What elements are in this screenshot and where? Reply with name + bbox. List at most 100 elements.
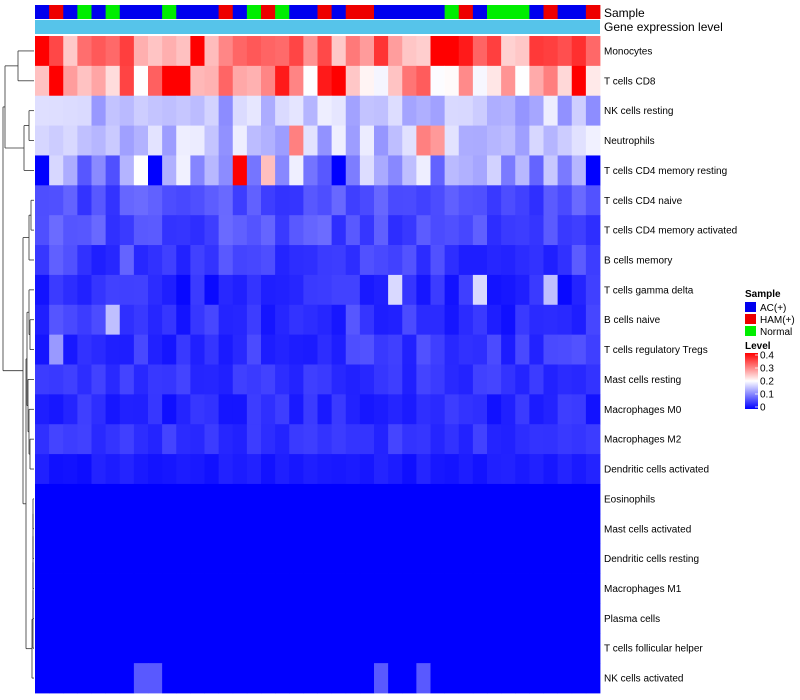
row-label: NK cells activated: [604, 674, 683, 685]
heatmap-cell: [444, 155, 460, 186]
heatmap-cell: [49, 573, 64, 604]
heatmap-cell: [317, 334, 333, 365]
heatmap-cell: [331, 633, 347, 664]
heatmap-cell: [289, 95, 304, 126]
heatmap-cell: [430, 454, 446, 485]
heatmap-cell: [557, 394, 573, 425]
sample-annotation-cell: [557, 5, 573, 19]
heatmap-cell: [515, 633, 530, 664]
heatmap-cell: [585, 185, 601, 216]
heatmap-cell: [176, 245, 191, 276]
heatmap-cell: [246, 394, 262, 425]
heatmap-cell: [133, 454, 149, 485]
heatmap-cell: [571, 364, 587, 395]
heatmap-cell: [430, 95, 446, 126]
heatmap-cell: [261, 663, 276, 694]
heatmap-cell: [49, 304, 64, 336]
sample-annotation-cell: [444, 5, 460, 19]
heatmap-cell: [91, 633, 107, 664]
heatmap-cell: [388, 454, 403, 485]
heatmap-cell: [557, 95, 573, 126]
row-label: NK cells resting: [604, 106, 673, 117]
heatmap-cell: [246, 304, 262, 336]
sample-annotation-cell: [246, 5, 262, 19]
heatmap-cell: [91, 304, 107, 336]
heatmap-cell: [63, 125, 78, 156]
heatmap-cell: [275, 603, 290, 634]
heatmap-cell: [374, 513, 389, 545]
heatmap-cell: [359, 95, 375, 126]
heatmap-cell: [472, 185, 488, 216]
heatmap-cell: [557, 633, 573, 664]
sample-annotation-cell: [331, 5, 347, 19]
heatmap-cell: [402, 65, 417, 97]
heatmap-cell: [232, 334, 248, 365]
heatmap-cell: [345, 603, 361, 634]
heatmap-cell: [501, 95, 516, 126]
heatmap-cell: [275, 304, 290, 336]
sample-annotation-cell: [35, 5, 50, 19]
heatmap-cell: [246, 36, 262, 67]
heatmap-cell: [444, 36, 460, 67]
heatmap-cell: [218, 65, 234, 97]
heatmap-cell: [515, 454, 530, 485]
heatmap-cell: [543, 454, 559, 485]
heatmap-cell: [63, 274, 78, 306]
heatmap-cell: [458, 603, 474, 634]
heatmap-cell: [472, 663, 488, 694]
heatmap-cell: [35, 424, 50, 455]
heatmap-cell: [501, 394, 516, 425]
heatmap-cell: [416, 394, 431, 425]
heatmap-cell: [49, 633, 64, 664]
heatmap-cell: [402, 663, 417, 694]
heatmap-cell: [487, 36, 502, 67]
heatmap-cell: [148, 274, 163, 306]
heatmap-cell: [345, 573, 361, 604]
heatmap-cell: [458, 185, 474, 216]
heatmap-cell: [246, 663, 262, 694]
heatmap-cell: [501, 633, 516, 664]
heatmap-cell: [176, 633, 191, 664]
heatmap-cell: [458, 36, 474, 67]
heatmap-cell: [515, 95, 530, 126]
heatmap-cell: [105, 185, 121, 216]
heatmap-cell: [345, 95, 361, 126]
heatmap-cell: [176, 155, 191, 186]
sample-annotation-cell: [190, 5, 205, 19]
heatmap-cell: [275, 125, 290, 156]
heatmap-cell: [204, 334, 220, 365]
heatmap-cell: [543, 364, 559, 395]
heatmap-cell: [35, 364, 50, 395]
heatmap-cell: [246, 155, 262, 186]
heatmap-cell: [303, 633, 318, 664]
sample-annotation-cell: [430, 5, 446, 19]
sample-annotation-cell: [162, 5, 177, 19]
heatmap-cell: [49, 663, 64, 694]
heatmap-cell: [416, 245, 431, 276]
heatmap-cell: [105, 513, 121, 545]
heatmap-cell: [458, 394, 474, 425]
heatmap-cell: [515, 185, 530, 216]
heatmap-cell: [261, 215, 276, 246]
heatmap-cell: [246, 215, 262, 246]
heatmap-cell: [133, 125, 149, 156]
heatmap-cell: [218, 215, 234, 246]
heatmap-cell: [204, 543, 220, 574]
heatmap-cell: [571, 65, 587, 97]
heatmap-cell: [317, 573, 333, 604]
heatmap-cell: [261, 364, 276, 395]
heatmap-cell: [402, 543, 417, 574]
heatmap-cell: [49, 543, 64, 574]
heatmap-cell: [91, 454, 107, 485]
heatmap-cell: [571, 125, 587, 156]
heatmap-cell: [472, 245, 488, 276]
heatmap-cell: [374, 603, 389, 634]
heatmap-cell: [190, 334, 205, 365]
heatmap-cell: [529, 185, 544, 216]
heatmap-cell: [204, 185, 220, 216]
heatmap-cell: [232, 483, 248, 515]
heatmap-cell: [571, 483, 587, 515]
heatmap-cell: [176, 334, 191, 365]
heatmap-cell: [402, 215, 417, 246]
heatmap-cell: [119, 245, 135, 276]
